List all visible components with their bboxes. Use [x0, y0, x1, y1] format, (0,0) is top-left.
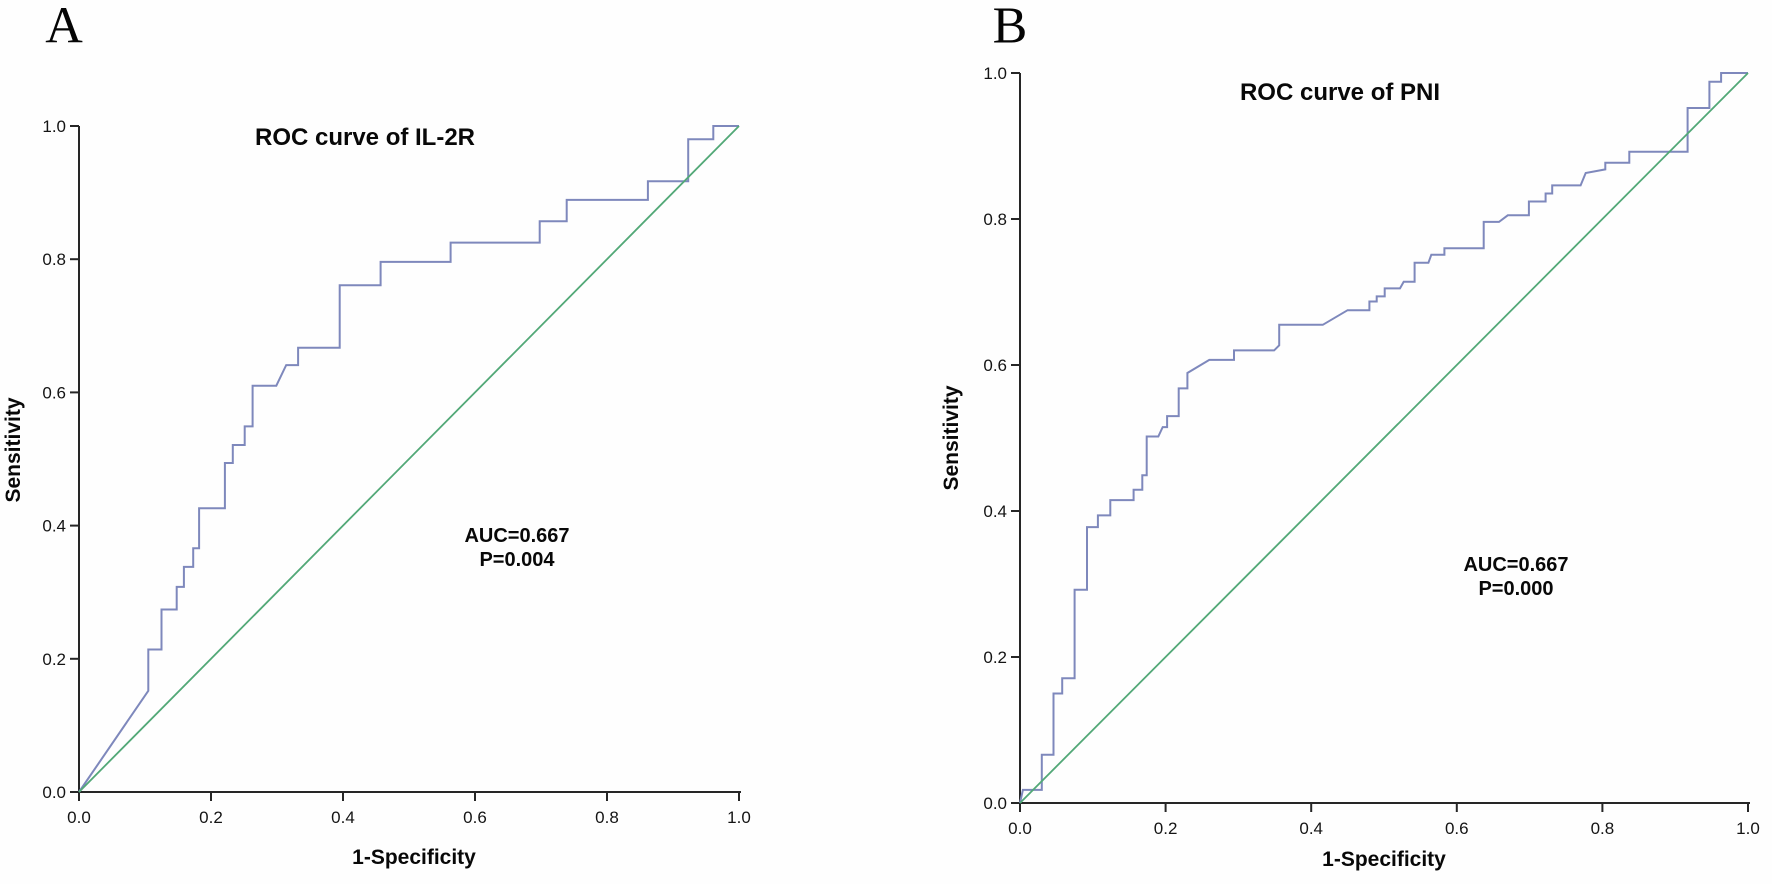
y-tick-label: 0.4 — [983, 502, 1007, 521]
y-tick-label: 0.6 — [42, 383, 66, 402]
x-tick-label: 0.4 — [331, 808, 355, 827]
x-axis-label-a: 1-Specificity — [352, 846, 476, 869]
y-tick-label: 0.0 — [983, 794, 1007, 813]
auc-value-line: AUC=0.667 — [464, 525, 570, 547]
p-value-line: P=0.000 — [1478, 578, 1554, 600]
y-tick-label: 1.0 — [42, 117, 66, 136]
reference-line — [1019, 72, 1749, 804]
y-tick-label: 0.0 — [42, 783, 66, 802]
plot-title-b: ROC curve of PNI — [1239, 79, 1441, 106]
x-tick-label: 0.2 — [1154, 819, 1178, 838]
y-axis-label-a: Sensitivity — [2, 397, 25, 503]
y-tick-label: 0.4 — [42, 517, 66, 536]
y-tick-label: 1.0 — [983, 64, 1007, 83]
reference-line — [78, 125, 740, 793]
x-tick-label: 0.4 — [1299, 819, 1323, 838]
x-axis-label-b: 1-Specificity — [1322, 848, 1446, 871]
x-tick-label: 0.2 — [199, 808, 223, 827]
y-tick-label: 0.8 — [42, 250, 66, 269]
y-tick-label: 0.2 — [983, 648, 1007, 667]
y-tick-label: 0.8 — [983, 210, 1007, 229]
roc-plot-b: 0.0 0.2 0.4 0.6 0.8 1.0 0.0 0.2 0.4 0.6 0.8 1.0 — [983, 64, 1759, 838]
auc-annotation-b: AUC=0.667 P=0.000 — [1463, 553, 1568, 601]
roc-plot-a: 0.0 0.2 0.4 0.6 0.8 1.0 0.0 0.2 0.4 0.6 0.8 1.0 — [42, 117, 750, 827]
x-tick-label: 1.0 — [727, 808, 751, 827]
y-axis-label-b: Sensitivity — [940, 385, 963, 491]
x-tick-label: 0.8 — [1591, 819, 1615, 838]
panel-label-b: B — [992, 0, 1028, 55]
auc-annotation-a: AUC=0.667 P=0.004 — [464, 524, 569, 572]
x-tick-label: 0.6 — [1445, 819, 1469, 838]
roc-curve-il2r — [78, 125, 739, 793]
y-tick-label: 0.2 — [42, 650, 66, 669]
plot-title-a: ROC curve of IL-2R — [254, 124, 476, 151]
roc-curve-pni — [1019, 72, 1748, 804]
auc-value-line: AUC=0.667 — [1463, 554, 1569, 576]
panel-label-a: A — [45, 0, 83, 55]
x-tick-label: 0.0 — [67, 808, 91, 827]
x-tick-label: 0.8 — [595, 808, 619, 827]
x-tick-label: 1.0 — [1736, 819, 1760, 838]
p-value-line: P=0.004 — [479, 549, 555, 571]
y-tick-label: 0.6 — [983, 356, 1007, 375]
x-tick-label: 0.0 — [1008, 819, 1032, 838]
x-tick-label: 0.6 — [463, 808, 487, 827]
